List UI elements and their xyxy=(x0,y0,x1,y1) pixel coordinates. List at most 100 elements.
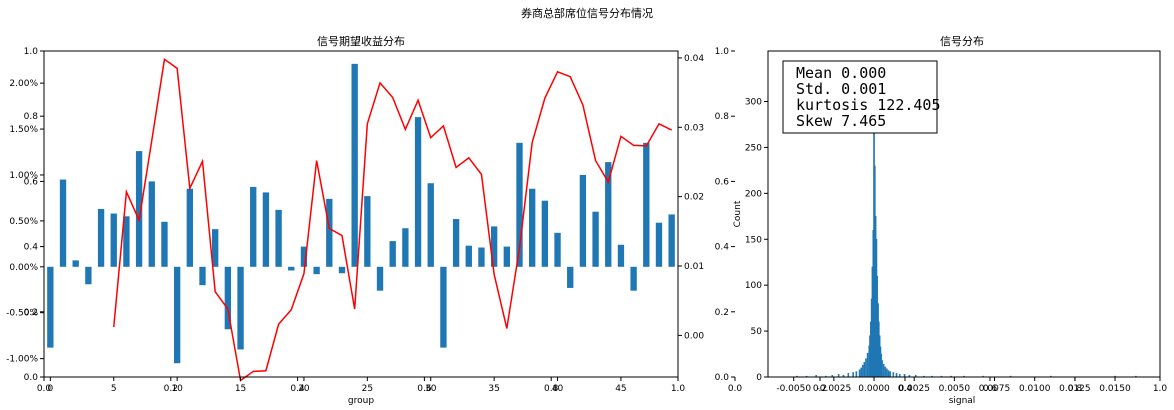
hist-overlay-ytick-label: 0.8 xyxy=(715,112,730,122)
left-ytick-label: -0.50% xyxy=(6,309,38,319)
left-x-ticks: 0 5 10 15 20 25 30 35 40 45 xyxy=(47,377,627,394)
bar xyxy=(97,208,105,267)
hist-overlay-xtick-label: 0.4 xyxy=(898,384,913,394)
bar xyxy=(630,266,637,291)
hist-x-ticks: -0.0050 -0.0025 0.0000 0.0025 0.0050 0.0075 0.… xyxy=(776,377,1131,394)
bar xyxy=(59,179,67,267)
left-overlay-ytick-label: 0.2 xyxy=(24,308,38,318)
hist-overlay-ytick-label: 0.2 xyxy=(715,308,729,318)
hist-xtick-label: 0.0100 xyxy=(1019,384,1051,394)
hist-ytick-label: 150 xyxy=(745,235,762,245)
hist-xtick-label: -0.0050 xyxy=(776,384,811,394)
hist-xtick-label: 0.0000 xyxy=(858,384,890,394)
bar xyxy=(440,266,447,348)
hist-ytick-label: 0 xyxy=(756,373,762,383)
left-y-ticks: -1.00% -0.50% 0.00% 0.50% 1.00% 1.50% 2.00% xyxy=(6,79,44,365)
bar xyxy=(668,214,675,267)
hist-ytick-label: 250 xyxy=(745,143,762,153)
right-chart-frame xyxy=(767,50,1161,378)
left-chart: 信号期望收益分布 0.00.20.40.60.81.00.0 0.2 0.4 0.6 0… xyxy=(6,34,704,406)
bar xyxy=(85,266,92,285)
hist-bar xyxy=(858,369,861,378)
left-overlay-ytick-label: 0.8 xyxy=(24,112,39,122)
left-overlay-ytick-label: 0.6 xyxy=(24,177,39,187)
left-overlay-ticks: 0.0 0.2 0.4 0.6 0.8 1.0 0.0 0.2 0.4 0.6 0.8 1.0 xyxy=(24,47,686,394)
hist-overlay-ytick-label: 0.0 xyxy=(715,373,730,383)
left-xtick-label: 30 xyxy=(425,384,437,394)
bar xyxy=(605,162,612,267)
hist-overlay-xtick-label: 0.0 xyxy=(728,384,743,394)
left-overlay-xtick-label: 1.0 xyxy=(671,384,686,394)
left-xtick-label: 10 xyxy=(171,384,183,394)
hist-bar xyxy=(895,373,898,378)
left-xtick-label: 25 xyxy=(362,384,373,394)
left-overlay-xtick-label: 0.0 xyxy=(37,384,52,394)
left-ytick-label: 1.00% xyxy=(9,171,38,181)
left-chart-frame xyxy=(43,50,679,378)
bar xyxy=(212,229,219,267)
figure-suptitle: 券商总部席位信号分布情况 xyxy=(521,6,653,20)
hist-bar xyxy=(892,372,895,378)
bar xyxy=(224,266,232,330)
hist-overlay-xtick-label: 1.0 xyxy=(1153,384,1168,394)
bar xyxy=(161,221,168,267)
bar xyxy=(364,196,371,267)
left-xtick-label: 5 xyxy=(111,384,117,394)
bar xyxy=(135,151,143,267)
left-overlay-xtick-label: 0.8 xyxy=(544,384,559,394)
left-xtick-label: 45 xyxy=(615,384,626,394)
hist-bars xyxy=(796,92,1137,378)
bar xyxy=(173,266,181,364)
bar xyxy=(427,183,434,267)
hist-ytick-label: 100 xyxy=(745,281,762,291)
left-xtick-label: 40 xyxy=(552,384,564,394)
bar xyxy=(554,232,561,267)
bar xyxy=(414,117,422,267)
hist-bar xyxy=(866,352,869,378)
left-ytick-label: 0.00% xyxy=(9,263,38,273)
hist-overlay-xtick-label: 0.8 xyxy=(1068,384,1083,394)
bar xyxy=(47,266,54,348)
bar xyxy=(655,222,663,267)
left-line xyxy=(112,58,672,382)
bar xyxy=(326,198,333,267)
bar xyxy=(579,174,587,267)
bar xyxy=(452,219,460,267)
right-ytick-label: 0.02 xyxy=(684,193,704,203)
bar xyxy=(503,246,510,267)
hist-bar xyxy=(884,366,887,378)
bar xyxy=(186,188,193,267)
stats-box: Mean 0.000 Std. 0.001 kurtosis 122.405 S… xyxy=(782,60,941,134)
left-ytick-label: 2.00% xyxy=(9,79,38,89)
left-chart-xlabel: group xyxy=(348,396,374,406)
right-ytick-label: 0.04 xyxy=(684,54,704,64)
left-xtick-label: 35 xyxy=(488,384,499,394)
bar xyxy=(338,266,346,274)
bar xyxy=(313,266,320,275)
hist-bar xyxy=(881,360,883,378)
bar xyxy=(275,209,282,267)
hist-bar xyxy=(865,358,867,378)
stats-kurtosis: kurtosis 122.405 xyxy=(796,96,941,114)
right-y-ticks: 0.00 0.01 0.02 0.03 0.04 xyxy=(678,54,704,341)
hist-bar xyxy=(889,371,891,378)
right-chart-title: 信号分布 xyxy=(940,35,984,48)
bar xyxy=(376,266,384,291)
hist-overlay-ticks: 0.0 0.2 0.4 0.6 0.8 1.0 0.0 0.2 0.4 0.6 0.8 1.0 xyxy=(715,47,1168,394)
stats-std: Std. 0.001 xyxy=(796,80,886,98)
hist-bar xyxy=(860,367,862,378)
hist-xtick-label: 0.0125 xyxy=(1059,384,1091,394)
bar xyxy=(490,226,498,267)
hist-xtick-label: -0.0025 xyxy=(816,384,851,394)
bar xyxy=(516,142,523,267)
left-overlay-ytick-label: 0.0 xyxy=(24,373,39,383)
bar xyxy=(643,142,650,267)
bar xyxy=(72,260,79,267)
left-xtick-label: 0 xyxy=(47,384,53,394)
right-chart: 信号分布 0.0 0.2 0.4 0.6 0.8 1.0 0.0 0.2 0.4 0.6 0.8 1.… xyxy=(715,35,1168,406)
bar xyxy=(402,228,409,267)
bar xyxy=(389,241,396,267)
hist-y-ticks: 0 50 100 150 200 250 300 xyxy=(745,98,768,383)
left-chart-title: 信号期望收益分布 xyxy=(317,34,405,48)
